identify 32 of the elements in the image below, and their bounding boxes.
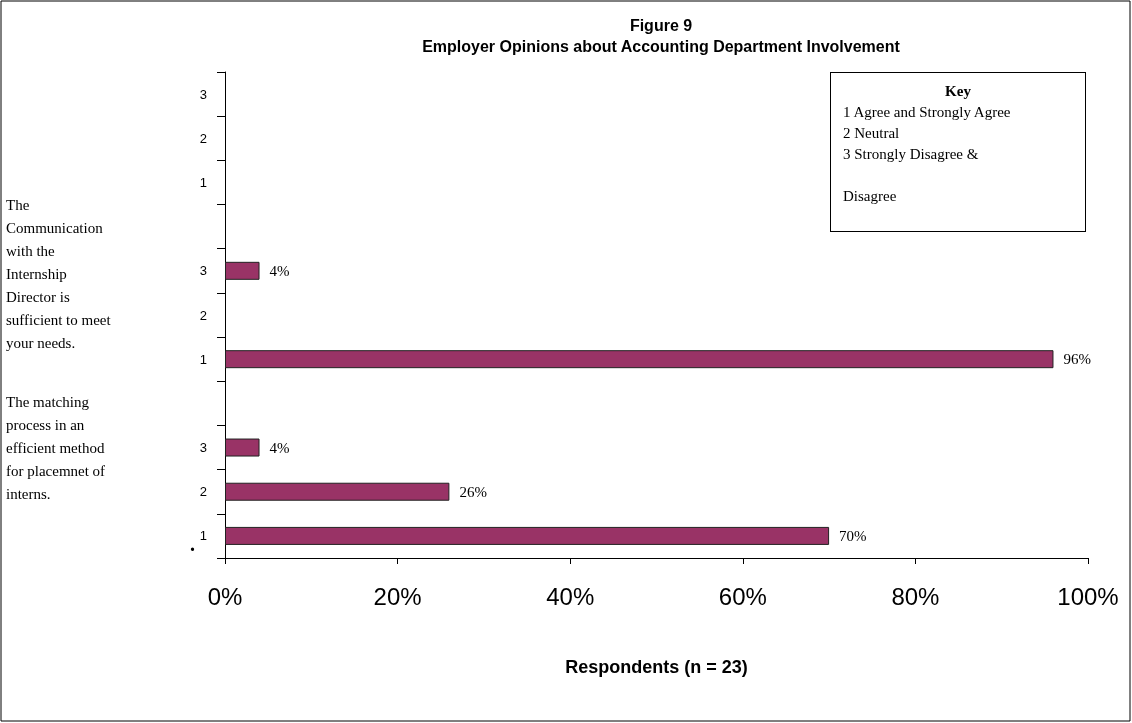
x-tick-label: 0% xyxy=(207,582,243,610)
bar xyxy=(225,482,450,501)
data-label: 26% xyxy=(459,483,487,500)
data-label: 70% xyxy=(839,527,867,544)
y-tick-label: 2 xyxy=(199,307,207,323)
chart-subtitle: Employer Opinions about Accounting Department Involvement xyxy=(422,38,901,55)
data-label: 4% xyxy=(269,262,290,279)
bar xyxy=(225,350,1054,369)
x-tick-label: 60% xyxy=(718,582,767,610)
chart-title: Figure 9 xyxy=(629,17,693,34)
y-tick-label: 3 xyxy=(199,86,207,102)
text: . xyxy=(190,532,195,555)
text: The Communication with the Internship Director is sufficient to meet your needs. xyxy=(6,197,115,352)
bar xyxy=(225,261,260,280)
bar xyxy=(225,526,830,545)
x-axis-title: Respondents (n = 23) xyxy=(565,657,748,677)
x-tick-label: 80% xyxy=(891,582,940,610)
bar xyxy=(225,438,260,457)
y-tick-label: 3 xyxy=(199,263,207,279)
y-tick-label: 1 xyxy=(199,174,207,190)
y-tick-label: 2 xyxy=(199,484,207,500)
x-tick-label: 20% xyxy=(373,582,422,610)
key-box: Key 1 Agree and Strongly Agree 2 Neutral 3 Strongly Disagree & Disagree xyxy=(830,72,1086,232)
x-tick-label: 40% xyxy=(546,582,595,610)
data-label: 4% xyxy=(269,439,290,456)
y-tick-label: 1 xyxy=(199,528,207,544)
y-tick-label: 3 xyxy=(199,440,207,456)
y-tick-label: 2 xyxy=(199,130,207,146)
data-label: 96% xyxy=(1063,351,1091,368)
y-tick-label: 1 xyxy=(199,351,207,367)
x-tick-label: 100% xyxy=(1057,582,1119,610)
text: The matching process in an efficient method for placemnet of interns. xyxy=(6,393,109,502)
